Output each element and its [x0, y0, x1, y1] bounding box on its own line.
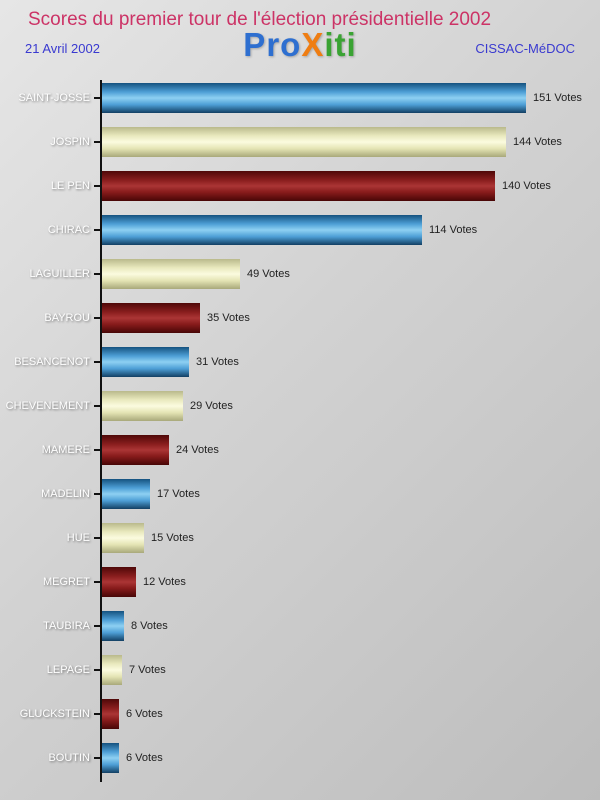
- axis-tick: [94, 537, 100, 539]
- bar: [102, 259, 240, 289]
- logo-letter: P: [243, 26, 267, 63]
- bar-row: HUE 15 Votes: [0, 516, 600, 560]
- bar: [102, 699, 119, 729]
- logo-letter: r: [266, 26, 281, 63]
- bar: [102, 347, 189, 377]
- axis-tick: [94, 361, 100, 363]
- bar: [102, 743, 119, 773]
- axis-tick: [94, 229, 100, 231]
- axis-tick: [94, 757, 100, 759]
- bar-row: CHEVENEMENT 29 Votes: [0, 384, 600, 428]
- value-label: 31 Votes: [196, 356, 239, 368]
- value-label: 15 Votes: [151, 532, 194, 544]
- bar: [102, 127, 506, 157]
- bar-row: MAMERE 24 Votes: [0, 428, 600, 472]
- category-label: JOSPIN: [50, 136, 90, 148]
- bar-row: MEGRET 12 Votes: [0, 560, 600, 604]
- axis-tick: [94, 581, 100, 583]
- bar: [102, 391, 183, 421]
- value-label: 6 Votes: [126, 752, 163, 764]
- axis-tick: [94, 669, 100, 671]
- bar: [102, 171, 495, 201]
- category-label: LAGUILLER: [29, 268, 90, 280]
- bar-row: LAGUILLER 49 Votes: [0, 252, 600, 296]
- header: Scores du premier tour de l'élection pré…: [0, 0, 600, 80]
- axis-tick: [94, 713, 100, 715]
- bar-row: BESANCENOT 31 Votes: [0, 340, 600, 384]
- value-label: 17 Votes: [157, 488, 200, 500]
- date-label: 21 Avril 2002: [25, 41, 100, 56]
- value-label: 29 Votes: [190, 400, 233, 412]
- category-label: BAYROU: [44, 312, 90, 324]
- category-label: CHIRAC: [47, 224, 90, 236]
- logo-letter: t: [334, 26, 347, 63]
- value-label: 144 Votes: [513, 136, 562, 148]
- bar: [102, 215, 422, 245]
- bar: [102, 303, 200, 333]
- bar-row: BAYROU 35 Votes: [0, 296, 600, 340]
- category-label: HUE: [66, 532, 90, 544]
- bar: [102, 611, 124, 641]
- category-label: LEPAGE: [46, 664, 90, 676]
- location-label: CISSAC-MéDOC: [475, 41, 575, 56]
- value-label: 35 Votes: [207, 312, 250, 324]
- axis-tick: [94, 97, 100, 99]
- axis-tick: [94, 185, 100, 187]
- y-axis-line: [100, 80, 102, 782]
- bar-row: BOUTIN 6 Votes: [0, 736, 600, 780]
- bar: [102, 567, 136, 597]
- category-label: GLUCKSTEIN: [19, 708, 90, 720]
- value-label: 7 Votes: [129, 664, 166, 676]
- bar: [102, 83, 526, 113]
- value-label: 140 Votes: [502, 180, 551, 192]
- category-label: LE PEN: [50, 180, 90, 192]
- bar-row: TAUBIRA 8 Votes: [0, 604, 600, 648]
- bar: [102, 435, 169, 465]
- category-label: SAINT-JOSSE: [18, 92, 90, 104]
- category-label: TAUBIRA: [43, 620, 90, 632]
- category-label: BESANCENOT: [14, 356, 90, 368]
- axis-tick: [94, 405, 100, 407]
- value-label: 8 Votes: [131, 620, 168, 632]
- value-label: 49 Votes: [247, 268, 290, 280]
- category-label: MAMERE: [41, 444, 90, 456]
- bar-rows: SAINT-JOSSE 151 Votes JOSPIN 144 Votes LE PE…: [0, 76, 600, 800]
- value-label: 114 Votes: [429, 224, 478, 236]
- bar: [102, 479, 150, 509]
- axis-tick: [94, 141, 100, 143]
- bar-chart: SAINT-JOSSE 151 Votes JOSPIN 144 Votes LE PE…: [0, 76, 600, 800]
- axis-tick: [94, 493, 100, 495]
- proxiti-logo: ProXiti: [0, 26, 600, 64]
- bar-row: SAINT-JOSSE 151 Votes: [0, 76, 600, 120]
- value-label: 151 Votes: [533, 92, 582, 104]
- category-label: CHEVENEMENT: [5, 400, 90, 412]
- page-title: Scores du premier tour de l'élection pré…: [28, 9, 492, 30]
- value-label: 12 Votes: [143, 576, 186, 588]
- axis-tick: [94, 273, 100, 275]
- bar-row: JOSPIN 144 Votes: [0, 120, 600, 164]
- axis-tick: [94, 449, 100, 451]
- value-label: 6 Votes: [126, 708, 163, 720]
- bar: [102, 655, 122, 685]
- logo-letter: o: [280, 26, 302, 63]
- bar-row: LEPAGE 7 Votes: [0, 648, 600, 692]
- category-label: MADELIN: [41, 488, 90, 500]
- bar-row: GLUCKSTEIN 6 Votes: [0, 692, 600, 736]
- axis-tick: [94, 625, 100, 627]
- category-label: MEGRET: [42, 576, 90, 588]
- logo-letter: i: [324, 26, 335, 63]
- category-label: BOUTIN: [48, 752, 90, 764]
- axis-tick: [94, 317, 100, 319]
- bar-row: MADELIN 17 Votes: [0, 472, 600, 516]
- bar: [102, 523, 144, 553]
- bar-row: CHIRAC 114 Votes: [0, 208, 600, 252]
- logo-letter: X: [301, 26, 325, 63]
- logo-letter: i: [346, 26, 357, 63]
- bar-row: LE PEN 140 Votes: [0, 164, 600, 208]
- value-label: 24 Votes: [176, 444, 219, 456]
